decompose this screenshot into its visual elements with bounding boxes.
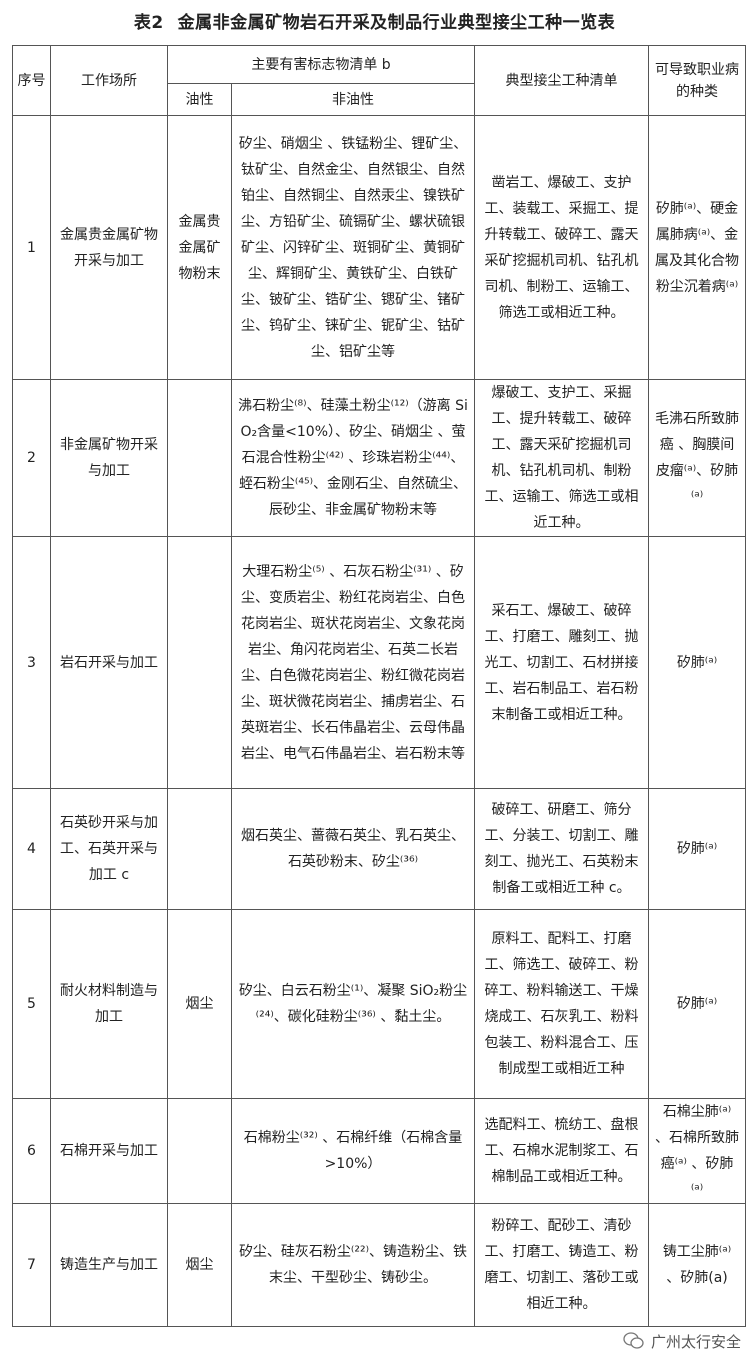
non-oily-marker-cell: 石棉粉尘⁽³²⁾ 、石棉纤维（石棉含量>10%）: [231, 1098, 475, 1204]
oily-marker-cell: 金属贵金属矿物粉末: [167, 115, 232, 380]
oily-marker-cell: [167, 788, 232, 910]
jobs-cell: 粉碎工、配砂工、清砂工、打磨工、铸造工、粉磨工、切割工、落砂工或相近工种。: [474, 1203, 649, 1327]
wechat-icon: [623, 1332, 644, 1349]
workplace-cell: 耐火材料制造与加工: [50, 909, 168, 1099]
oily-marker-cell: [167, 1098, 232, 1204]
diseases-cell: 矽肺⁽ᵃ⁾、硬金属肺病⁽ᵃ⁾、金属及其化合物粉尘沉着病⁽ᵃ⁾: [648, 115, 746, 380]
jobs-cell: 原料工、配料工、打磨工、筛选工、破碎工、粉碎工、粉料输送工、干燥烧成工、石灰乳工…: [474, 909, 649, 1099]
header-jobs: 典型接尘工种清单: [474, 45, 649, 116]
header-diseases: 可导致职业病的种类: [648, 45, 746, 116]
diseases-cell: 铸工尘肺⁽ᵃ⁾ 、矽肺(a): [648, 1203, 746, 1327]
seq-cell: 7: [12, 1203, 51, 1327]
seq-cell: 6: [12, 1098, 51, 1204]
watermark: 广州太行安全: [12, 1327, 745, 1351]
diseases-cell: 矽肺⁽ᵃ⁾: [648, 909, 746, 1099]
seq-cell: 3: [12, 536, 51, 789]
table-number: 表2: [133, 13, 164, 33]
seq-cell: 5: [12, 909, 51, 1099]
non-oily-marker-cell: 烟石英尘、蔷薇石英尘、乳石英尘、石英砂粉末、矽尘⁽³⁶⁾: [231, 788, 475, 910]
non-oily-marker-cell: 大理石粉尘⁽⁵⁾ 、石灰石粉尘⁽³¹⁾ 、矽尘、变质岩尘、粉红花岗岩尘、白色花岗…: [231, 536, 475, 789]
non-oily-marker-cell: 矽尘、白云石粉尘⁽¹⁾、凝聚 SiO₂粉尘⁽²⁴⁾、碳化硅粉尘⁽³⁶⁾ 、黏土尘…: [231, 909, 475, 1099]
header-workplace: 工作场所: [50, 45, 168, 116]
table-row: 3 岩石开采与加工 大理石粉尘⁽⁵⁾ 、石灰石粉尘⁽³¹⁾ 、矽尘、变质岩尘、粉红花…: [12, 536, 746, 789]
workplace-cell: 岩石开采与加工: [50, 536, 168, 789]
diseases-cell: 石棉尘肺⁽ᵃ⁾ 、石棉所致肺癌⁽ᵃ⁾ 、矽肺⁽ᵃ⁾: [648, 1098, 746, 1204]
jobs-cell: 选配料工、梳纺工、盘根工、石棉水泥制浆工、石棉制品工或相近工种。: [474, 1098, 649, 1204]
header-seq: 序号: [12, 45, 51, 116]
seq-cell: 2: [12, 379, 51, 537]
jobs-cell: 破碎工、研磨工、筛分工、分装工、切割工、雕刻工、抛光工、石英粉末制备工或相近工种…: [474, 788, 649, 910]
table-row: 5 耐火材料制造与加工 烟尘 矽尘、白云石粉尘⁽¹⁾、凝聚 SiO₂粉尘⁽²⁴⁾、碳化…: [12, 909, 746, 1099]
workplace-cell: 金属贵金属矿物开采与加工: [50, 115, 168, 380]
jobs-cell: 爆破工、支护工、采掘工、提升转载工、破碎工、露天采矿挖掘机司机、钻孔机司机、制粉…: [474, 379, 649, 537]
header-markers: 主要有害标志物清单 b: [167, 45, 475, 84]
table-title: 金属非金属矿物岩石开采及制品行业典型接尘工种一览表: [177, 13, 616, 33]
table-row: 1 金属贵金属矿物开采与加工 金属贵金属矿物粉末 矽尘、硝烟尘 、铁锰粉尘、锂矿尘、钛…: [12, 115, 746, 380]
table-row: 6 石棉开采与加工 石棉粉尘⁽³²⁾ 、石棉纤维（石棉含量>10%） 选配料工、梳纺工…: [12, 1098, 746, 1204]
job-table: 序号 工作场所 主要有害标志物清单 b 典型接尘工种清单 可导致职业病的种类 油…: [12, 45, 746, 1327]
jobs-cell: 凿岩工、爆破工、支护工、装载工、采掘工、提升转载工、破碎工、露天采矿挖掘机司机、…: [474, 115, 649, 380]
header-oily: 油性: [167, 83, 232, 116]
seq-cell: 4: [12, 788, 51, 910]
workplace-cell: 石棉开采与加工: [50, 1098, 168, 1204]
seq-cell: 1: [12, 115, 51, 380]
diseases-cell: 毛沸石所致肺癌 、胸膜间皮瘤⁽ᵃ⁾、矽肺⁽ᵃ⁾: [648, 379, 746, 537]
watermark-text: 广州太行安全: [650, 1332, 741, 1351]
non-oily-marker-cell: 矽尘、硝烟尘 、铁锰粉尘、锂矿尘、钛矿尘、自然金尘、自然银尘、自然铂尘、自然铜尘…: [231, 115, 475, 380]
non-oily-marker-cell: 矽尘、硅灰石粉尘⁽²²⁾、铸造粉尘、铁末尘、干型砂尘、铸砂尘。: [231, 1203, 475, 1327]
page-title: 表2 金属非金属矿物岩石开采及制品行业典型接尘工种一览表: [0, 0, 749, 45]
oily-marker-cell: 烟尘: [167, 909, 232, 1099]
table-row: 7 铸造生产与加工 烟尘 矽尘、硅灰石粉尘⁽²²⁾、铸造粉尘、铁末尘、干型砂尘、铸砂尘…: [12, 1203, 746, 1327]
diseases-cell: 矽肺⁽ᵃ⁾: [648, 788, 746, 910]
oily-marker-cell: [167, 379, 232, 537]
oily-marker-cell: 烟尘: [167, 1203, 232, 1327]
table-wrapper: 序号 工作场所 主要有害标志物清单 b 典型接尘工种清单 可导致职业病的种类 油…: [12, 45, 746, 1351]
workplace-cell: 石英砂开采与加工、石英开采与加工 c: [50, 788, 168, 910]
workplace-cell: 非金属矿物开采与加工: [50, 379, 168, 537]
table-row: 4 石英砂开采与加工、石英开采与加工 c 烟石英尘、蔷薇石英尘、乳石英尘、石英砂粉末…: [12, 788, 746, 910]
table-row: 2 非金属矿物开采与加工 沸石粉尘⁽⁸⁾、硅藻土粉尘⁽¹²⁾（游离 SiO₂含量<1…: [12, 379, 746, 537]
jobs-cell: 采石工、爆破工、破碎工、打磨工、雕刻工、抛光工、切割工、石材拼接工、岩石制品工、…: [474, 536, 649, 789]
non-oily-marker-cell: 沸石粉尘⁽⁸⁾、硅藻土粉尘⁽¹²⁾（游离 SiO₂含量<10%）、矽尘、硝烟尘 …: [231, 379, 475, 537]
header-non-oily: 非油性: [231, 83, 475, 116]
oily-marker-cell: [167, 536, 232, 789]
workplace-cell: 铸造生产与加工: [50, 1203, 168, 1327]
diseases-cell: 矽肺⁽ᵃ⁾: [648, 536, 746, 789]
